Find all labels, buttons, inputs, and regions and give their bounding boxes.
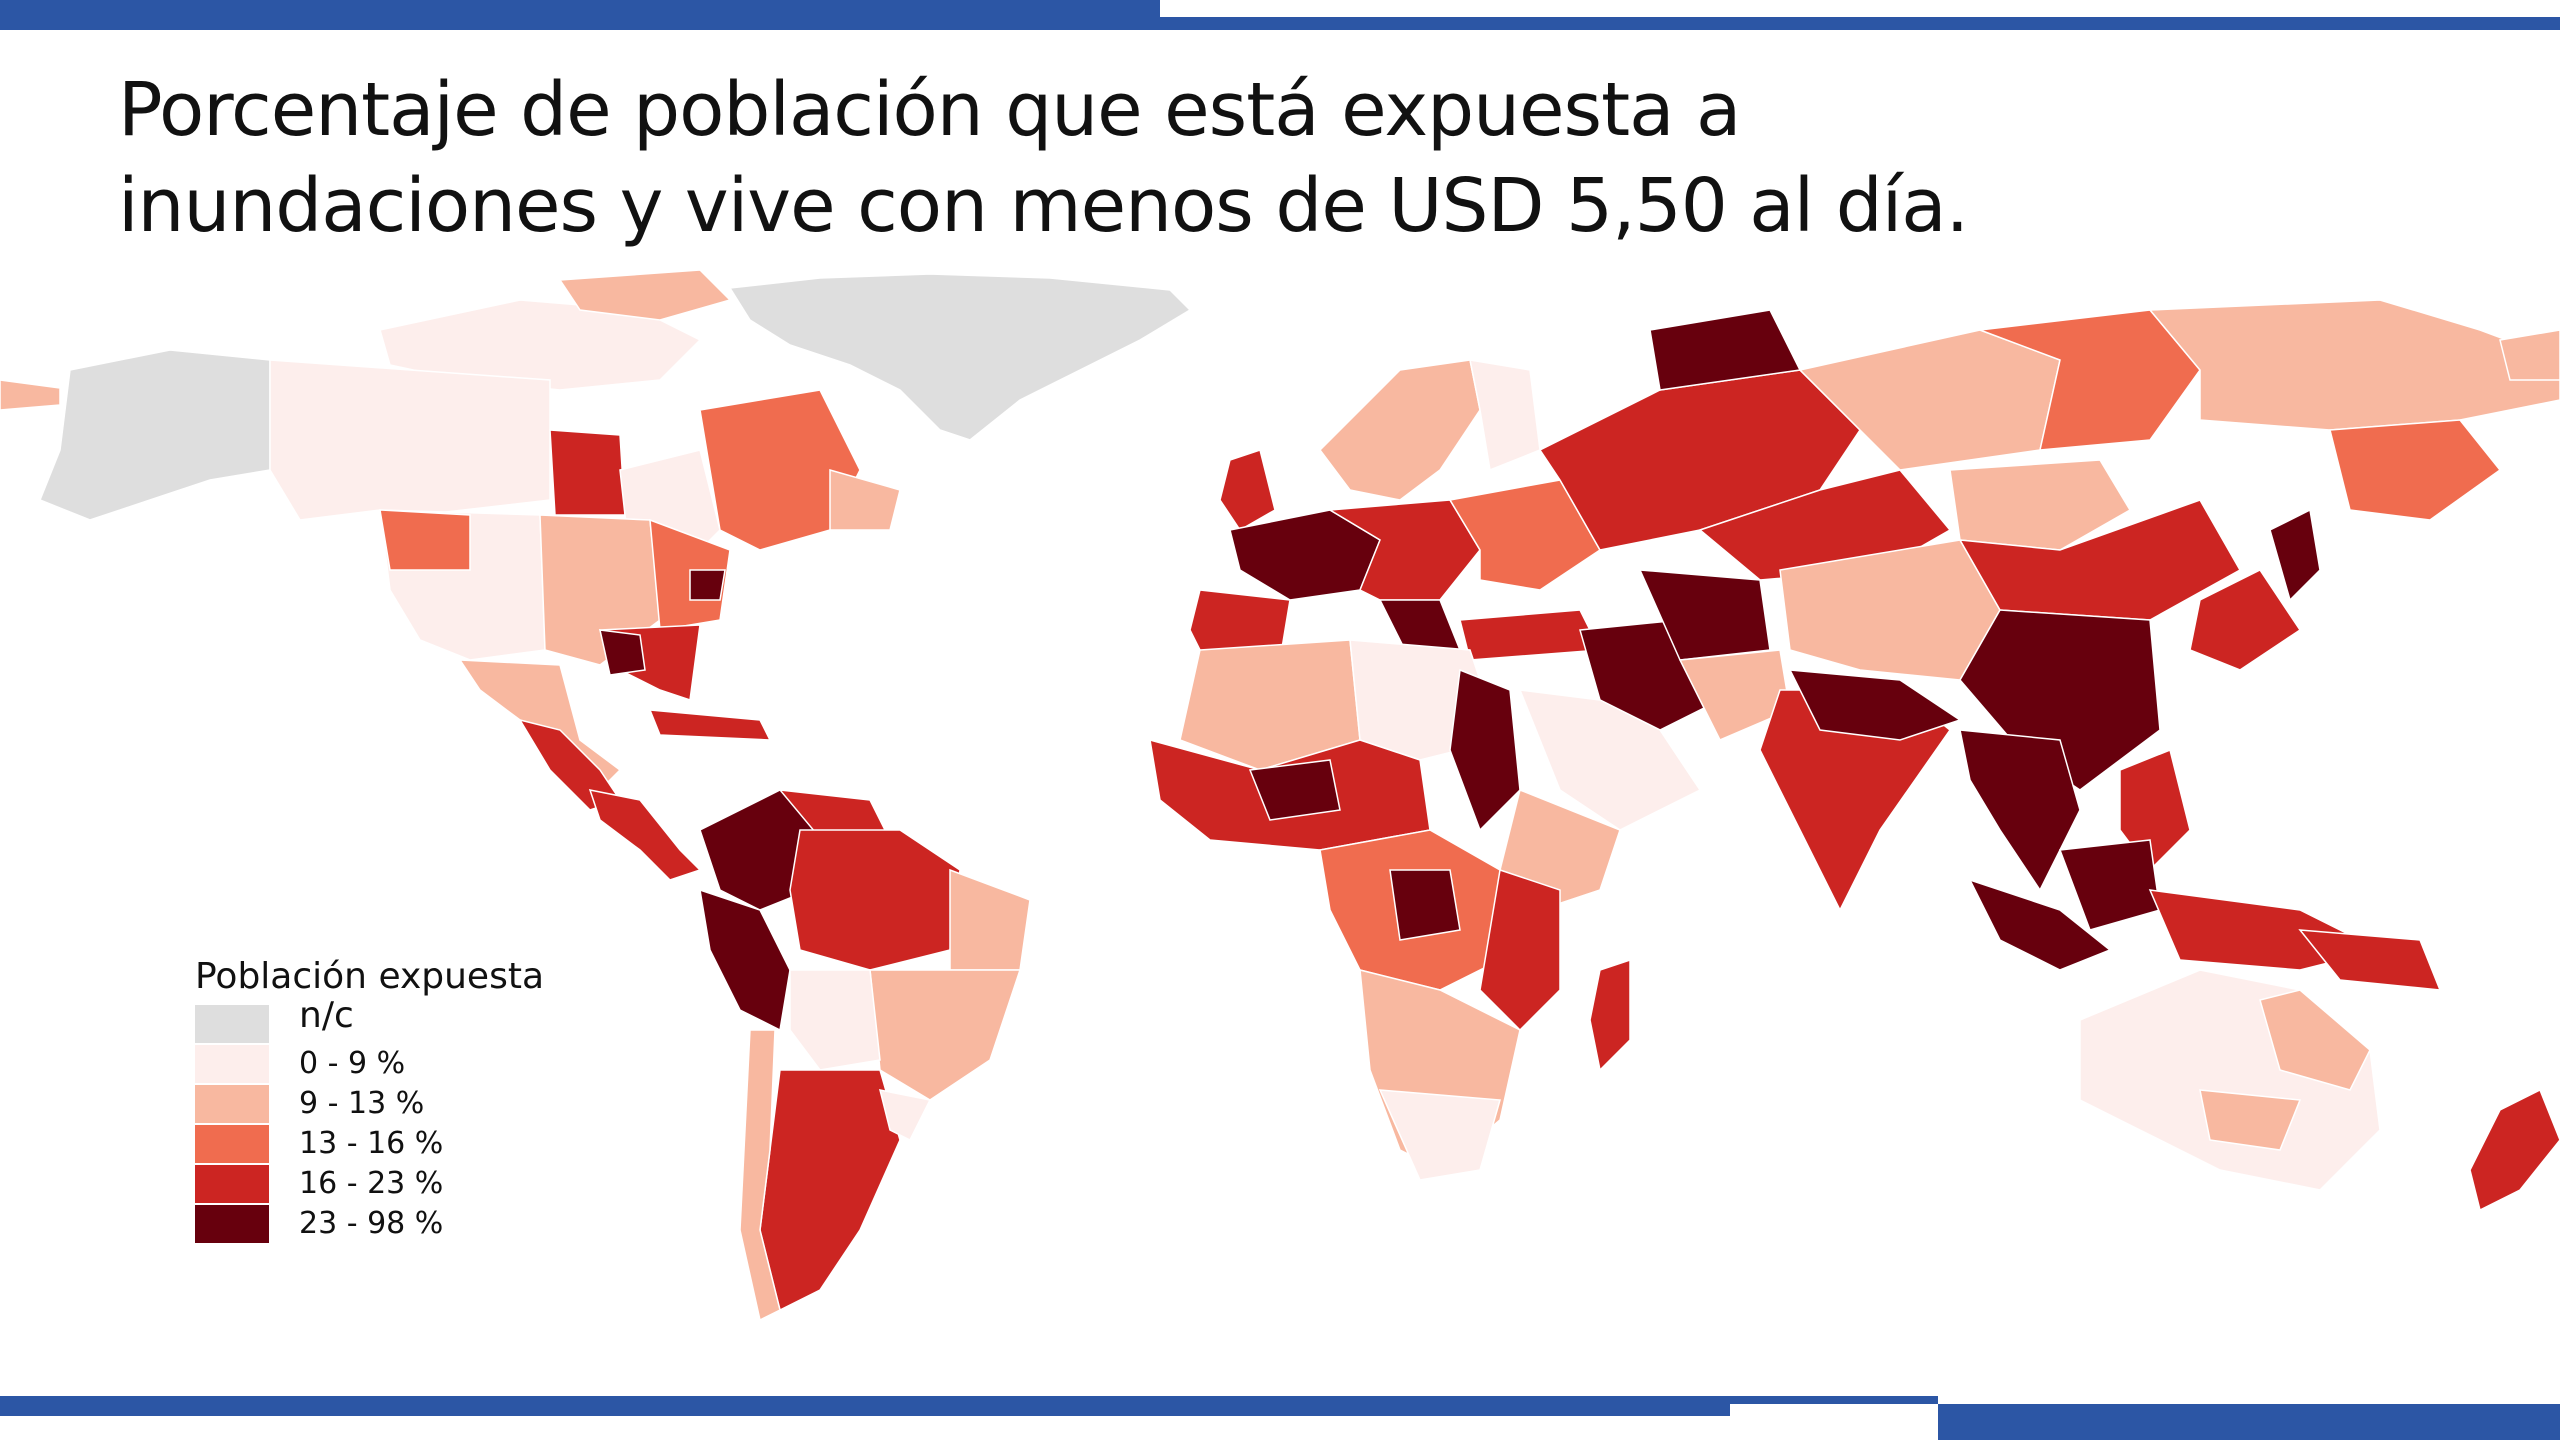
region-canada-atlantic [829, 469, 901, 531]
region-russia-east [2148, 299, 2560, 431]
region-philippines [2119, 748, 2191, 872]
region-papua [2298, 929, 2442, 991]
legend-item: 9 - 13 % [195, 1083, 615, 1123]
region-greenland [728, 273, 1192, 441]
region-sudan-nile [1449, 668, 1521, 832]
region-indonesia-west [1968, 878, 2112, 971]
legend-swatch [195, 1085, 269, 1123]
world-map [0, 270, 2560, 1320]
legend-swatch [195, 1045, 269, 1083]
legend-item: 23 - 98 % [195, 1203, 615, 1243]
region-usa-northwest [379, 509, 471, 571]
legend-label: 13 - 16 % [299, 1126, 444, 1161]
top-accent-line [1160, 17, 2560, 30]
region-scandinavia [1319, 359, 1481, 501]
region-alaska [39, 349, 271, 521]
map-title: Porcentaje de población que está expuest… [118, 62, 2418, 254]
region-bolivia [789, 969, 881, 1071]
region-brazil-northeast [949, 868, 1031, 971]
region-canada-manitoba [549, 429, 626, 516]
region-korea-japan [2189, 569, 2302, 671]
region-finland [1469, 359, 1541, 472]
legend-label: 0 - 9 % [299, 1046, 406, 1081]
region-west-edge [0, 379, 61, 411]
region-uruguay [878, 1089, 932, 1142]
region-canada-west [269, 359, 551, 521]
legend-label: 16 - 23 % [299, 1166, 444, 1201]
region-east-edge [2499, 329, 2560, 381]
bottom-accent-bar [0, 1396, 1730, 1416]
region-south-africa [1378, 1089, 1501, 1181]
region-brazil-south [869, 969, 1022, 1101]
legend-swatch [195, 1005, 269, 1043]
region-china-east [1959, 609, 2161, 791]
region-sahel [1248, 759, 1341, 821]
legend-item: 0 - 9 % [195, 1043, 615, 1083]
top-accent-bar [0, 0, 1160, 30]
map-legend: Población expuesta n/c 0 - 9 % 9 - 13 % … [195, 955, 615, 1243]
region-india-north [1788, 669, 1962, 741]
region-southeast-asia [1959, 729, 2081, 892]
map-title-line-1: Porcentaje de población que está expuest… [118, 67, 1741, 153]
region-east-africa [1479, 869, 1561, 1032]
region-usa-gulf [599, 629, 646, 676]
region-canada-arctic-2 [558, 270, 732, 321]
legend-item: 13 - 16 % [195, 1123, 615, 1163]
legend-label: n/c [299, 995, 354, 1036]
region-japan-north [2269, 508, 2321, 602]
region-caribbean [648, 709, 772, 741]
region-new-zealand [2469, 1088, 2560, 1212]
legend-swatch [195, 1205, 269, 1243]
region-mongolia [1949, 459, 2132, 551]
region-usa-midatlantic [689, 569, 726, 601]
legend-item: 16 - 23 % [195, 1163, 615, 1203]
legend-label: 9 - 13 % [299, 1086, 425, 1121]
region-australia-east [2259, 989, 2371, 1091]
legend-swatch [195, 1125, 269, 1163]
region-uk [1219, 449, 1276, 531]
region-madagascar [1589, 958, 1631, 1072]
legend-title: Población expuesta [195, 956, 545, 997]
bottom-accent-line [1730, 1396, 1938, 1404]
map-title-line-2: inundaciones y vive con menos de USD 5,5… [118, 163, 1969, 249]
bottom-accent-block [1938, 1404, 2560, 1440]
region-central-asia [1638, 569, 1771, 661]
region-arabia [1518, 689, 1702, 831]
region-argentina [759, 1069, 901, 1312]
region-turkey [1459, 609, 1602, 661]
legend-item: n/c [195, 998, 615, 1043]
region-australia-south [2199, 1089, 2302, 1151]
legend-swatch [195, 1165, 269, 1203]
region-brazil-north [789, 829, 961, 971]
region-central-america [588, 789, 702, 881]
legend-label: 23 - 98 % [299, 1206, 444, 1241]
region-congo [1389, 869, 1461, 941]
region-afghanistan-pakistan [1678, 649, 1791, 741]
region-borneo [2058, 839, 2161, 931]
region-chile [739, 1029, 781, 1320]
region-ecuador-peru [699, 888, 791, 1032]
region-russia-far-east [2329, 419, 2502, 521]
